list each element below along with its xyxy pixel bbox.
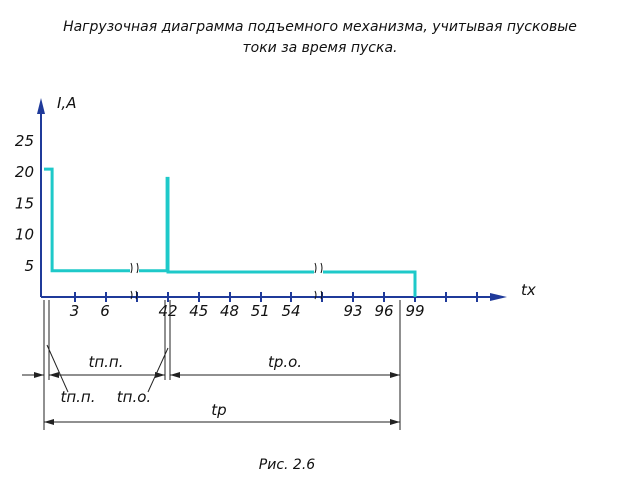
y-tick-label: 5 bbox=[24, 257, 34, 275]
y-tick-label: 15 bbox=[15, 194, 34, 212]
y-axis bbox=[37, 98, 45, 297]
label-t-po: tп.о. bbox=[117, 388, 151, 406]
series-break-gap bbox=[314, 262, 323, 274]
y-tick-label: 25 bbox=[15, 132, 34, 150]
dimension-lines bbox=[22, 300, 401, 430]
chart-title-line-1: Нагрузочная диаграмма подъемного механиз… bbox=[63, 19, 577, 35]
x-tick-label: 96 bbox=[374, 302, 393, 320]
label-t-r: tр bbox=[211, 401, 226, 419]
y-axis-label: I,A bbox=[57, 94, 76, 112]
series-break-mark bbox=[130, 262, 139, 274]
current-series-line bbox=[44, 167, 417, 297]
y-tick-label: 20 bbox=[15, 163, 34, 181]
series-break-gap bbox=[130, 262, 139, 274]
label-t-pp-top: tп.п. bbox=[88, 353, 123, 371]
y-tick-label: 10 bbox=[15, 226, 34, 244]
x-axis bbox=[41, 293, 507, 301]
figure-caption: Рис. 2.6 bbox=[259, 457, 315, 473]
x-tick-label: 99 bbox=[405, 302, 424, 320]
x-tick-label: 42 bbox=[158, 302, 177, 320]
series-layer bbox=[44, 167, 417, 297]
label-t-pp-bottom: tп.п. bbox=[60, 388, 95, 406]
label-t-ro: tр.о. bbox=[268, 353, 302, 371]
y-ticks: 5 10 15 20 25 bbox=[15, 132, 34, 275]
x-axis-label: tx bbox=[521, 281, 536, 299]
x-tick-label: 3 bbox=[70, 302, 80, 320]
x-tick-label: 51 bbox=[251, 302, 270, 320]
x-ticks: 3 6 42 45 48 51 54 93 96 99 bbox=[70, 292, 478, 320]
x-tick-label: 45 bbox=[189, 302, 208, 320]
axis-break-marks bbox=[130, 263, 323, 300]
x-tick-label: 93 bbox=[343, 302, 362, 320]
x-tick-label: 48 bbox=[220, 302, 239, 320]
series-break-mark bbox=[314, 262, 323, 274]
x-tick-label: 54 bbox=[281, 302, 300, 320]
chart-title-line-2: токи за время пуска. bbox=[242, 40, 397, 56]
x-tick-label: 6 bbox=[100, 302, 110, 320]
